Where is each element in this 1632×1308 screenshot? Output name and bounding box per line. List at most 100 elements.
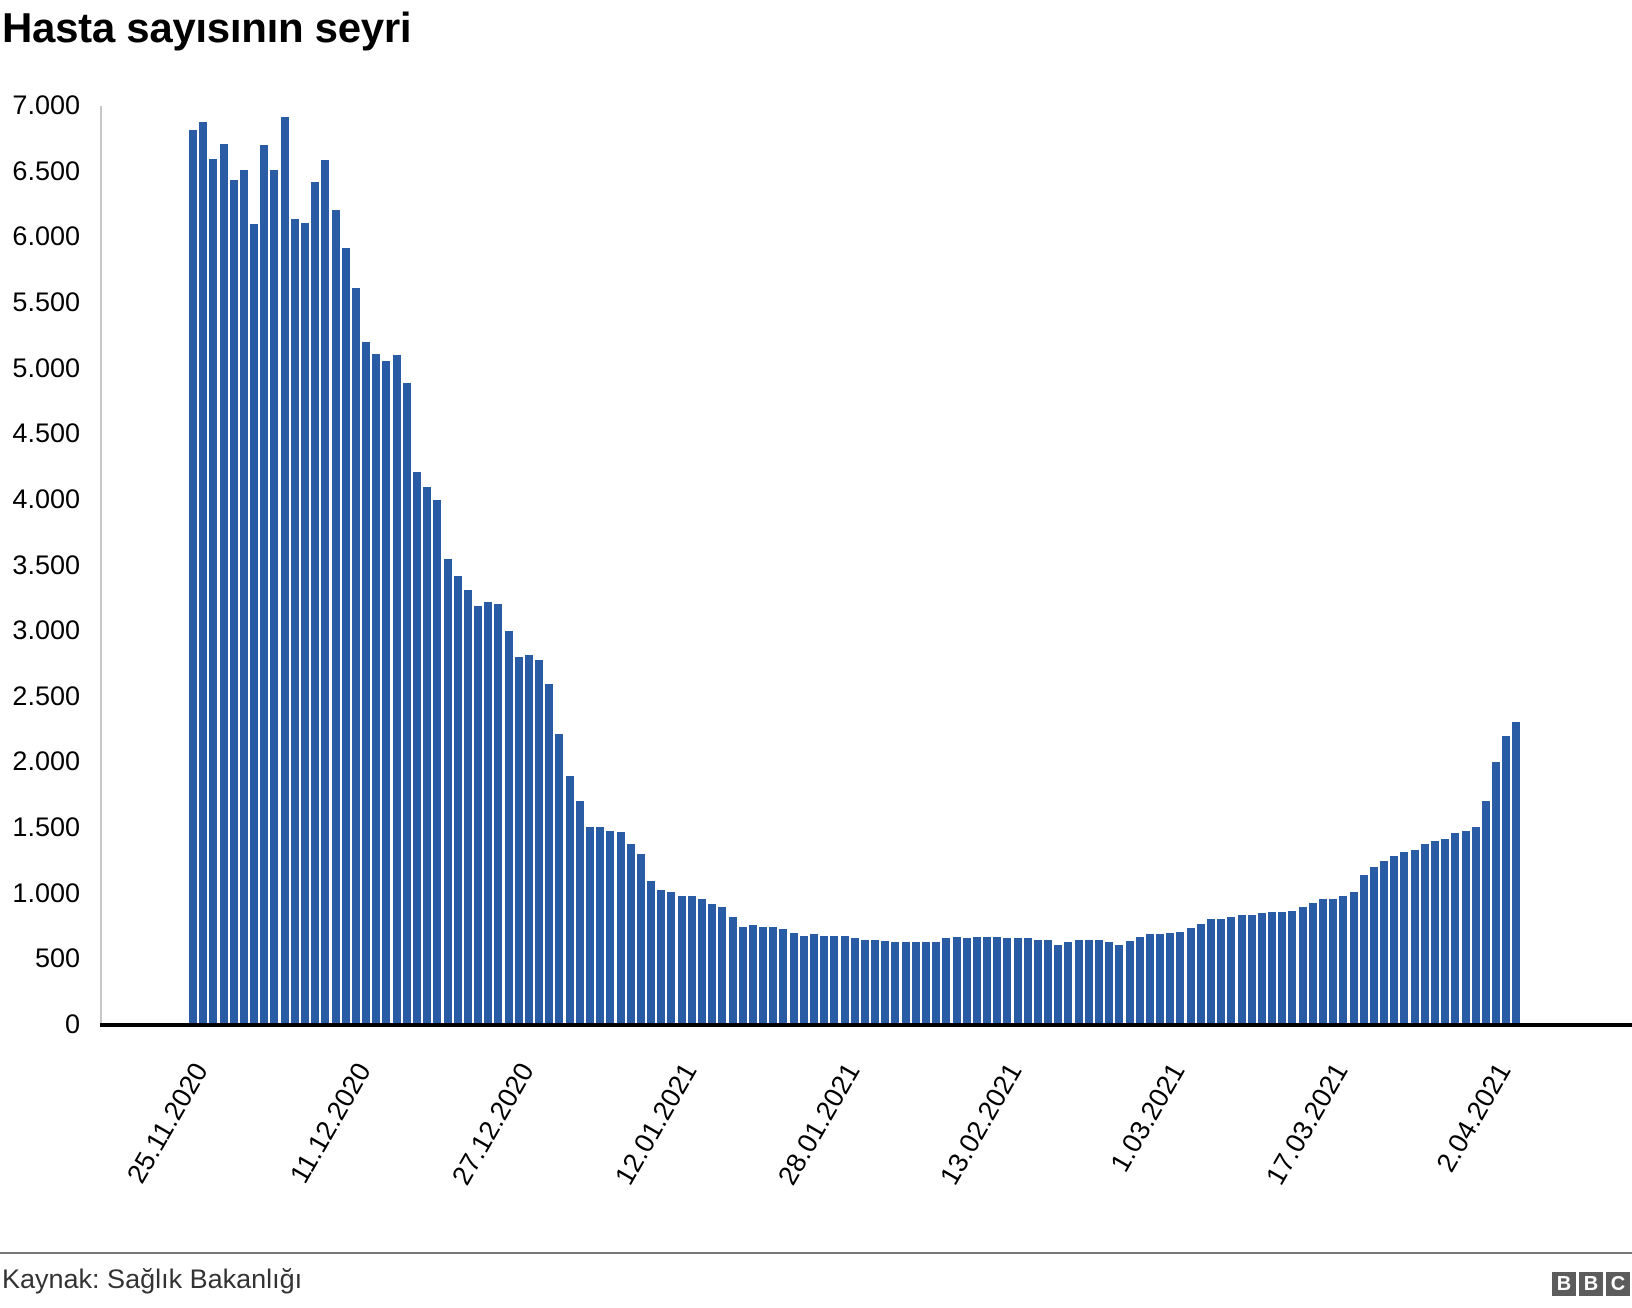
bar [1207, 918, 1215, 1025]
y-tick-label: 1.000 [12, 877, 80, 908]
bar [300, 222, 309, 1025]
bar [351, 288, 360, 1025]
y-axis-line [100, 106, 102, 1026]
bar [474, 606, 483, 1025]
bar [647, 880, 656, 1025]
bar [596, 826, 605, 1025]
bar [443, 558, 452, 1025]
bar [1278, 912, 1287, 1025]
bar [1512, 721, 1521, 1025]
bar [423, 486, 432, 1025]
x-tick-label: 1.03.2021 [1104, 1057, 1191, 1177]
bar [1400, 851, 1409, 1025]
bar [1359, 875, 1368, 1025]
x-tick-label: 25.11.2020 [121, 1057, 214, 1189]
bbc-logo-letter: B [1552, 1272, 1576, 1296]
bar [921, 942, 930, 1025]
bar [1329, 898, 1338, 1025]
bar [1186, 927, 1195, 1025]
bar [290, 218, 299, 1025]
bar [769, 926, 778, 1025]
bar [341, 247, 350, 1025]
bar [250, 224, 259, 1025]
bar [993, 937, 1002, 1025]
x-tick-label: 11.12.2020 [284, 1057, 377, 1189]
bar [952, 937, 961, 1025]
bar [748, 925, 757, 1025]
x-tick-label: 12.01.2021 [608, 1057, 703, 1190]
y-tick-label: 7.000 [12, 90, 80, 120]
bar [1074, 939, 1083, 1025]
bbc-logo: B B C [1552, 1272, 1630, 1296]
bar [565, 775, 574, 1025]
bar [402, 383, 411, 1025]
x-axis-line [100, 1023, 1632, 1027]
y-tick-label: 5.000 [12, 352, 80, 383]
bar [1308, 902, 1317, 1025]
bar [901, 942, 910, 1025]
bar [209, 158, 218, 1025]
bar [809, 934, 818, 1025]
y-tick-label: 3.500 [12, 549, 80, 580]
bar [840, 935, 849, 1025]
bar [779, 929, 788, 1025]
bar [524, 654, 533, 1025]
bar [1451, 833, 1460, 1025]
bar [1084, 939, 1093, 1025]
bar [667, 892, 676, 1025]
bar [1227, 917, 1236, 1025]
bar [392, 355, 401, 1025]
bar [891, 942, 900, 1025]
bar [311, 182, 320, 1025]
x-tick-label: 2.04.2021 [1430, 1057, 1517, 1177]
bar [321, 159, 330, 1025]
bar [382, 360, 391, 1025]
bar [1176, 931, 1185, 1025]
bar [1013, 938, 1022, 1025]
bar [260, 145, 269, 1025]
bar [1492, 762, 1501, 1025]
bar [453, 576, 462, 1025]
bar [463, 590, 472, 1025]
bar [677, 896, 686, 1025]
bar [1410, 850, 1419, 1025]
bar [881, 940, 890, 1025]
bar [1033, 939, 1042, 1025]
bar [830, 935, 839, 1025]
bar [1003, 938, 1012, 1025]
y-tick-label: 5.500 [12, 286, 80, 317]
bar [1481, 800, 1490, 1025]
bar [962, 938, 971, 1025]
bar [728, 917, 737, 1025]
footer-divider [0, 1252, 1632, 1254]
bar [331, 209, 340, 1025]
bar [1115, 944, 1124, 1025]
y-tick-label: 500 [34, 943, 80, 974]
bar [504, 631, 513, 1025]
bar [433, 499, 442, 1025]
bar [626, 843, 635, 1025]
bar [789, 933, 798, 1025]
y-tick-label: 6.000 [12, 221, 80, 252]
bar [708, 904, 717, 1025]
bar [1390, 855, 1399, 1025]
bar-chart: 0 500 1.000 1.500 2.000 2.500 3.000 3.500 4.000 4… [12, 90, 1632, 1190]
bar [575, 800, 584, 1025]
bar [1145, 934, 1154, 1025]
bar [616, 832, 625, 1025]
bar [239, 170, 248, 1025]
bar [850, 938, 859, 1025]
bbc-logo-letter: C [1606, 1272, 1630, 1296]
bar [606, 830, 615, 1025]
bar [555, 733, 564, 1025]
bar [738, 926, 747, 1025]
bar [1318, 898, 1327, 1025]
y-tick-label: 0 [64, 1009, 80, 1039]
bar [1369, 867, 1378, 1025]
y-tick-label: 4.000 [12, 483, 80, 514]
y-tick-label: 2.000 [12, 746, 80, 777]
bar [1064, 942, 1073, 1025]
bar [280, 116, 289, 1025]
bar [1054, 944, 1063, 1025]
bar [1044, 939, 1053, 1025]
